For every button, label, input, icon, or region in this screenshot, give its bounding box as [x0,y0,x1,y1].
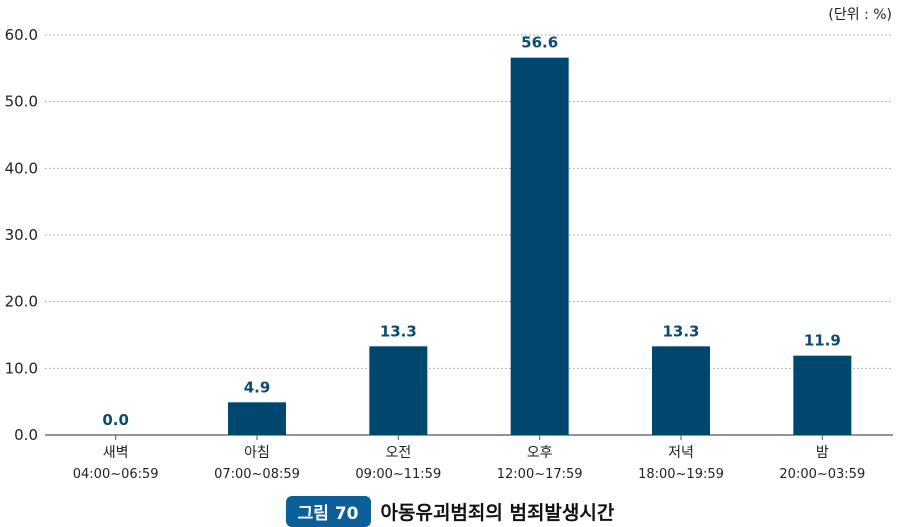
x-tick-label: 오전 [385,445,411,461]
x-tick-label: 아침 [244,445,270,461]
y-tick-label: 10.0 [5,359,38,377]
y-tick-label: 30.0 [5,226,38,244]
x-tick-range-label: 18:00~19:59 [638,467,724,482]
x-tick-range-label: 04:00~06:59 [73,467,159,482]
y-tick-label: 50.0 [5,93,38,111]
unit-note: (단위 : %) [828,7,892,23]
bar [369,346,428,435]
data-label: 11.9 [804,332,841,350]
x-tick-label: 오후 [527,445,553,461]
x-tick-range-label: 20:00~03:59 [779,467,865,482]
data-label: 4.9 [244,378,271,396]
x-tick-label: 밤 [816,445,829,461]
y-tick-label: 40.0 [5,159,38,177]
figure-number-badge: 그림 70 [285,495,371,527]
bar [793,355,852,435]
x-tick-range-label: 07:00~08:59 [214,467,300,482]
bar-chart: 0.0 10.0 20.0 30.0 40.0 50.0 60.0 0.0 새벽 04:00~06… [5,26,893,482]
bar [510,57,569,436]
y-tick-label: 20.0 [5,293,38,311]
data-label: 13.3 [380,322,417,340]
data-label: 0.0 [102,411,129,429]
data-label: 56.6 [521,34,558,52]
figure-caption: 그림 70 아동유괴범죄의 범죄발생시간 [0,495,900,527]
x-tick-label: 새벽 [103,445,129,461]
data-label: 13.3 [662,322,699,340]
y-tick-label: 60.0 [5,26,38,44]
x-tick-range-label: 12:00~17:59 [497,467,583,482]
x-tick-range-label: 09:00~11:59 [355,467,441,482]
x-tick-label: 저녁 [668,445,694,461]
figure-title: 아동유괴범죄의 범죄발생시간 [380,501,615,524]
bar [652,346,710,435]
bar [228,402,286,435]
y-tick-label: 0.0 [14,426,38,444]
